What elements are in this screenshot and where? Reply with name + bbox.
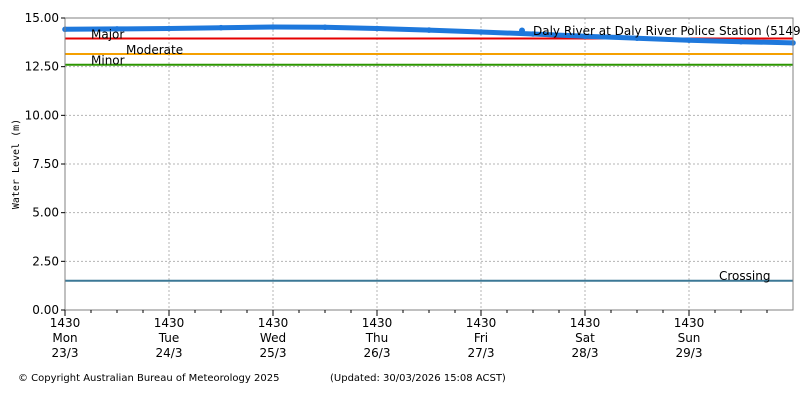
x-tick-time: 1430	[570, 316, 601, 330]
data-point	[478, 29, 484, 35]
x-tick-day: Sat	[575, 331, 595, 345]
y-tick-label: 15.00	[25, 11, 59, 25]
legend-label: Daly River at Daly River Police Station …	[533, 24, 800, 38]
data-point	[634, 35, 640, 41]
x-tick-date: 23/3	[52, 346, 79, 360]
x-tick-day: Thu	[365, 331, 389, 345]
threshold-label-major: Major	[91, 27, 124, 41]
x-tick-time: 1430	[674, 316, 705, 330]
data-point	[114, 26, 120, 32]
x-tick-date: 28/3	[572, 346, 599, 360]
x-tick-day: Sun	[678, 331, 701, 345]
data-point	[686, 37, 692, 43]
y-tick-label: 5.00	[32, 206, 59, 220]
y-tick-label: 10.00	[25, 108, 59, 122]
y-tick-label: 7.50	[32, 157, 59, 171]
x-tick-time: 1430	[362, 316, 393, 330]
data-point	[218, 24, 224, 31]
data-point	[322, 24, 328, 31]
axes: 0.002.505.007.5010.0012.5015.001430Mon23…	[11, 11, 768, 360]
x-tick-date: 26/3	[364, 346, 391, 360]
x-tick-date: 27/3	[468, 346, 495, 360]
grid	[65, 18, 793, 310]
data-point	[374, 25, 380, 32]
x-tick-time: 1430	[466, 316, 497, 330]
copyright-text: © Copyright Australian Bureau of Meteoro…	[18, 373, 280, 384]
data-point	[582, 33, 588, 40]
data-point	[426, 27, 432, 33]
x-tick-date: 24/3	[156, 346, 183, 360]
data-point	[166, 25, 172, 32]
x-tick-day: Mon	[52, 331, 77, 345]
y-tick-label: 0.00	[32, 303, 59, 317]
x-tick-time: 1430	[154, 316, 185, 330]
x-tick-date: 25/3	[260, 346, 287, 360]
threshold-label-crossing: Crossing	[719, 269, 770, 283]
y-axis-title: Water Level (m)	[11, 119, 22, 209]
updated-text: (Updated: 30/03/2026 15:08 ACST)	[330, 373, 506, 384]
threshold-lines	[65, 37, 793, 282]
x-tick-day: Fri	[474, 331, 488, 345]
y-tick-label: 12.50	[25, 60, 59, 74]
legend-marker	[519, 27, 525, 34]
y-tick-label: 2.50	[32, 254, 59, 268]
data-point	[270, 24, 276, 30]
x-tick-time: 1430	[258, 316, 289, 330]
x-tick-day: Tue	[158, 331, 180, 345]
x-tick-time: 1430	[50, 316, 81, 330]
threshold-label-minor: Minor	[91, 54, 125, 68]
threshold-label-moderate: Moderate	[126, 43, 183, 57]
legend: Daly River at Daly River Police Station …	[519, 24, 800, 38]
x-tick-date: 29/3	[676, 346, 703, 360]
data-point	[738, 38, 744, 45]
data-point	[530, 31, 536, 37]
x-tick-day: Wed	[260, 331, 286, 345]
